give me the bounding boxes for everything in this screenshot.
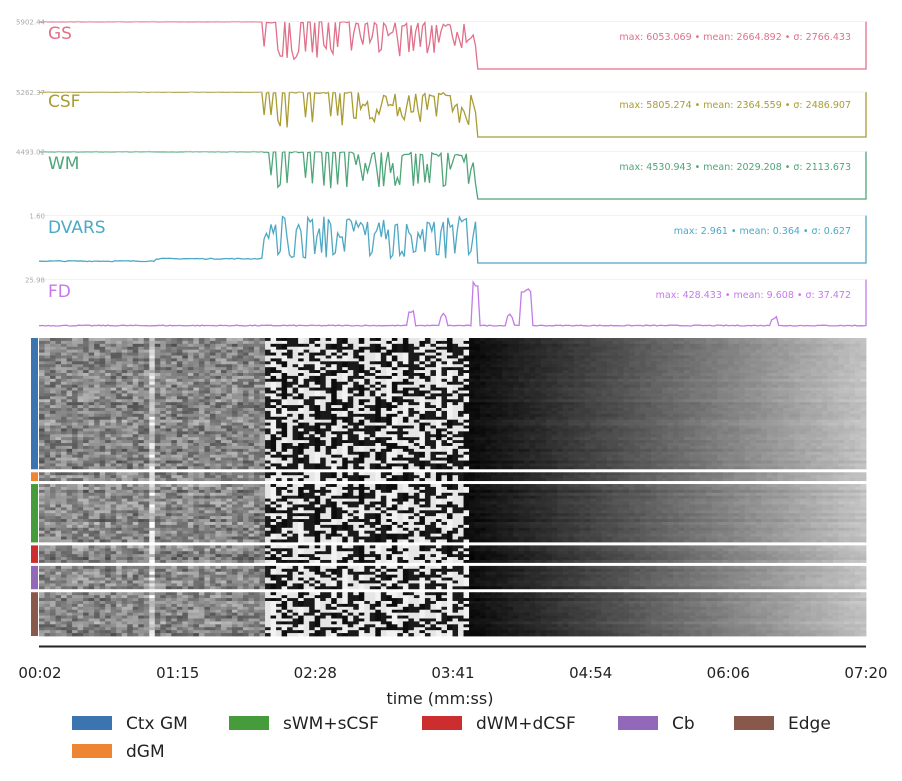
segment-separator: [39, 469, 866, 473]
trace-line-gs: [38, 20, 867, 70]
trace-tick-label: 5902.44: [16, 19, 45, 27]
segment-separator: [39, 562, 866, 566]
trace-stats: max: 4530.943 • mean: 2029.208 • σ: 2113…: [619, 162, 851, 173]
trace-tick-label: 5262.37: [16, 89, 45, 97]
x-axis-label: time (mm:ss): [387, 689, 494, 708]
segment-color-bar: [31, 472, 38, 482]
legend-label: Ctx GM: [126, 714, 188, 734]
trace-name: CSF: [48, 92, 80, 112]
carpet-segment-cb: [31, 565, 867, 590]
trace-csf: 5262.37 CSF max: 5805.274 • mean: 2364.559…: [16, 89, 867, 138]
trace-line-csf: [38, 91, 867, 138]
x-tick-label: 00:02: [18, 664, 61, 682]
segment-separator: [39, 481, 866, 485]
legend-swatch: [422, 716, 462, 730]
legend-item-ctx-gm: Ctx GM: [72, 714, 188, 734]
segment-color-bar: [31, 484, 38, 543]
legend-label: Cb: [672, 714, 695, 734]
x-tick-label: 02:28: [294, 664, 337, 682]
segment-separator: [39, 542, 866, 546]
carpet-heatmap: [31, 338, 867, 637]
segment-legend: Ctx GM sWM+sCSF dWM+dCSF Cb Edge dGM: [72, 714, 831, 762]
x-tick-label: 06:06: [707, 664, 750, 682]
carpet-segment-swm-scsf: [31, 484, 867, 543]
segment-color-bar: [31, 565, 38, 590]
segment-separator: [39, 589, 866, 593]
x-tick-label: 03:41: [431, 664, 474, 682]
x-tick-label: 01:15: [156, 664, 199, 682]
trace-tick-label: 25.98: [25, 277, 45, 285]
trace-stats: max: 2.961 • mean: 0.364 • σ: 0.627: [674, 226, 851, 237]
legend-item-swm-scsf: sWM+sCSF: [229, 714, 379, 734]
carpet-segment-edge: [31, 592, 867, 637]
trace-line-wm: [38, 150, 867, 200]
legend-swatch: [734, 716, 774, 730]
legend-label: Edge: [788, 714, 831, 734]
segment-color-bar: [31, 592, 38, 636]
carpet-segment-dgm: [31, 472, 867, 482]
trace-stats: max: 6053.069 • mean: 2664.892 • σ: 2766…: [619, 32, 851, 43]
trace-name: FD: [48, 282, 71, 302]
trace-name: GS: [48, 24, 72, 44]
x-tick-label: 04:54: [569, 664, 612, 682]
trace-tick-label: 4493.02: [16, 149, 45, 157]
legend-item-edge: Edge: [734, 714, 831, 734]
trace-name: DVARS: [48, 218, 106, 238]
segment-color-bar: [31, 338, 38, 470]
time-axis: time (mm:ss) 00:02 01:15 02:28 03:41 04:54 06…: [18, 645, 888, 708]
carpet-segment-dwm-dcsf: [31, 545, 867, 564]
carpet-segment-ctx-gm: [31, 338, 867, 470]
legend-swatch: [72, 744, 112, 758]
trace-line-fd: [38, 279, 867, 327]
trace-stats: max: 428.433 • mean: 9.608 • σ: 37.472: [656, 290, 851, 301]
legend-item-dgm: dGM: [72, 742, 165, 762]
trace-name: WM: [48, 154, 79, 174]
trace-stats: max: 5805.274 • mean: 2364.559 • σ: 2486…: [619, 100, 851, 111]
legend-label: dWM+dCSF: [476, 714, 576, 734]
legend-swatch: [229, 716, 269, 730]
legend-label: dGM: [126, 742, 165, 762]
legend-swatch: [72, 716, 112, 730]
legend-swatch: [618, 716, 658, 730]
trace-tick-label: 1.60: [29, 213, 45, 221]
segment-color-bar: [31, 545, 38, 563]
x-tick-label: 07:20: [844, 664, 887, 682]
legend-item-dwm-dcsf: dWM+dCSF: [422, 714, 576, 734]
legend-label: sWM+sCSF: [283, 714, 379, 734]
legend-item-cb: Cb: [618, 714, 695, 734]
trace-line-dvars: [39, 214, 867, 264]
